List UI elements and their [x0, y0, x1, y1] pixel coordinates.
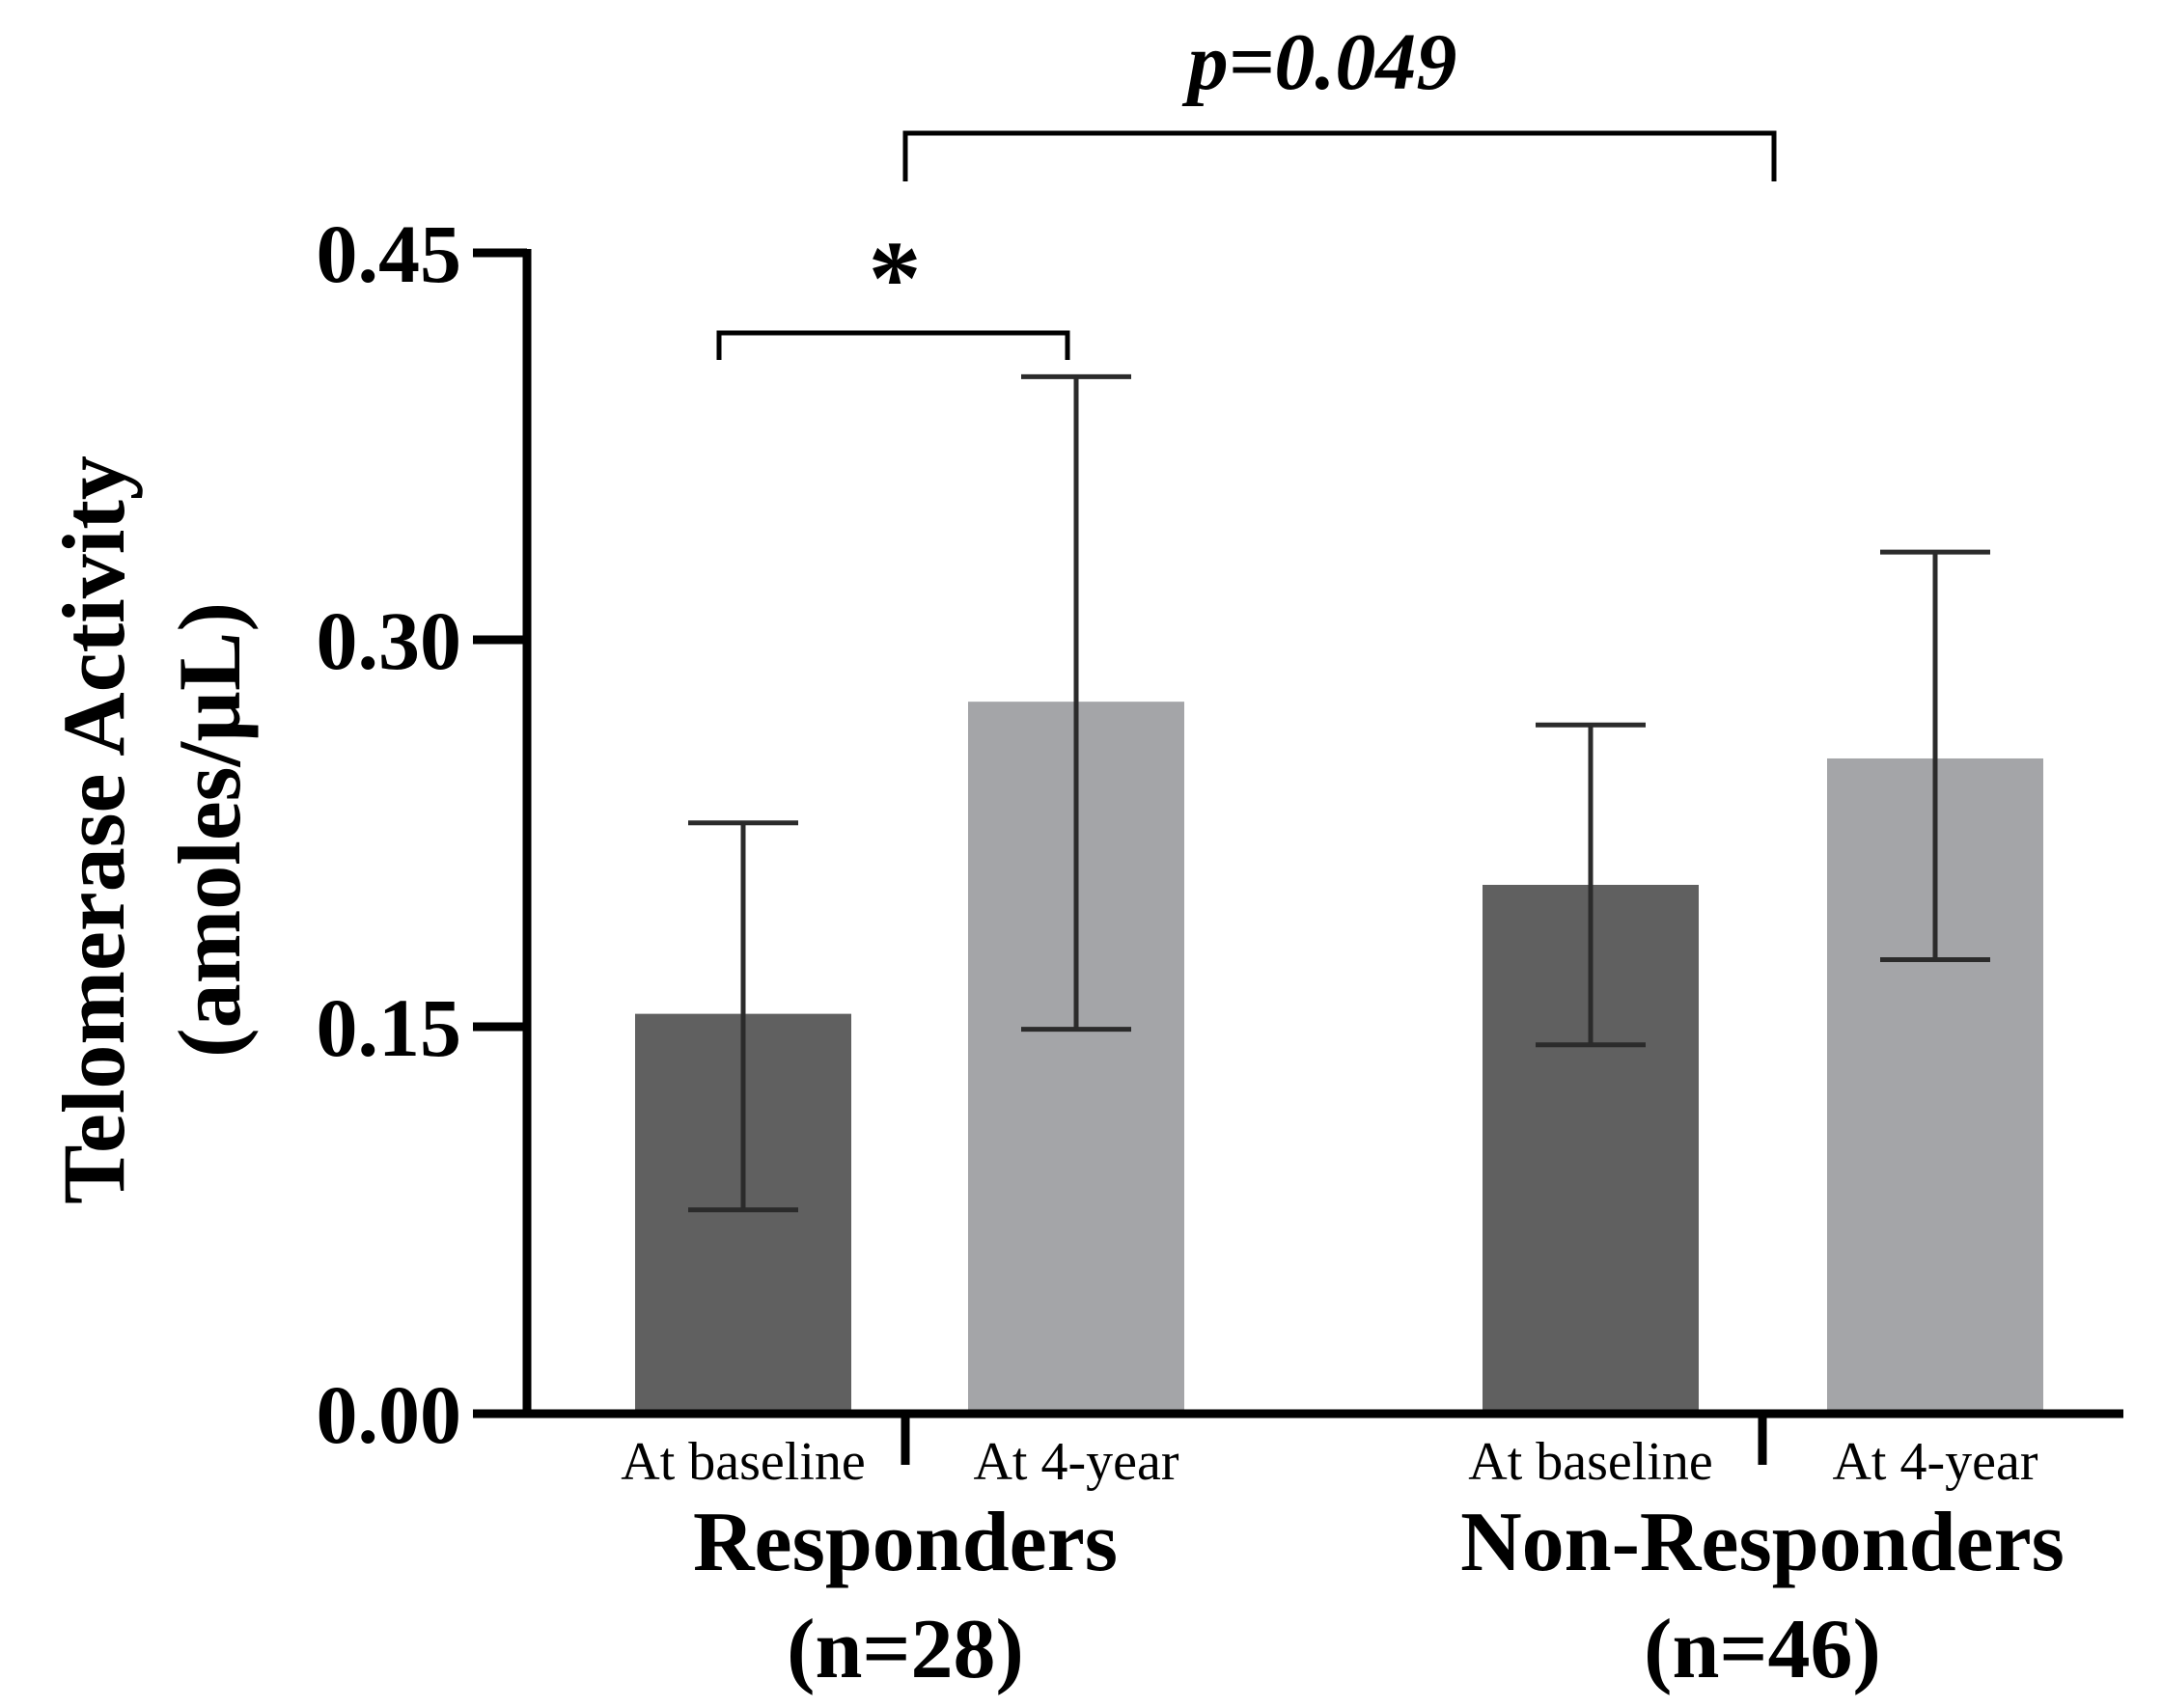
y-tick-label: 0.30	[317, 594, 462, 687]
y-tick-label: 0.45	[317, 207, 462, 300]
significance-star: *	[869, 219, 922, 337]
group-label-nonresponders: Non-Responders	[1460, 1496, 2065, 1589]
y-axis-title-line2: (amoles/µL)	[160, 602, 259, 1058]
group-n-nonresponders: (n=46)	[1644, 1603, 1881, 1696]
bars	[635, 373, 2043, 1414]
group-label-responders: Responders	[693, 1496, 1118, 1589]
bar-label-responders-baseline: At baseline	[621, 1432, 865, 1492]
y-tick-label: 0.15	[317, 981, 462, 1074]
significance-bracket-between	[902, 130, 1777, 181]
y-tick-label: 0.00	[317, 1368, 462, 1461]
bar-label-responders-4year: At 4-year	[973, 1432, 1178, 1492]
group-n-responders: (n=28)	[787, 1603, 1024, 1696]
between-group-p-value: p=0.049	[1182, 17, 1457, 107]
y-axis-title: Telomerase Activity (amoles/µL)	[44, 455, 259, 1204]
bar-label-nonresponders-baseline: At baseline	[1468, 1432, 1712, 1492]
bar-label-nonresponders-4year: At 4-year	[1832, 1432, 2037, 1492]
y-axis-title-line1: Telomerase Activity	[44, 455, 143, 1204]
significance-bracket-within	[716, 330, 1070, 360]
y-axis-ticks: 0.00 0.15 0.30 0.45	[317, 207, 527, 1461]
